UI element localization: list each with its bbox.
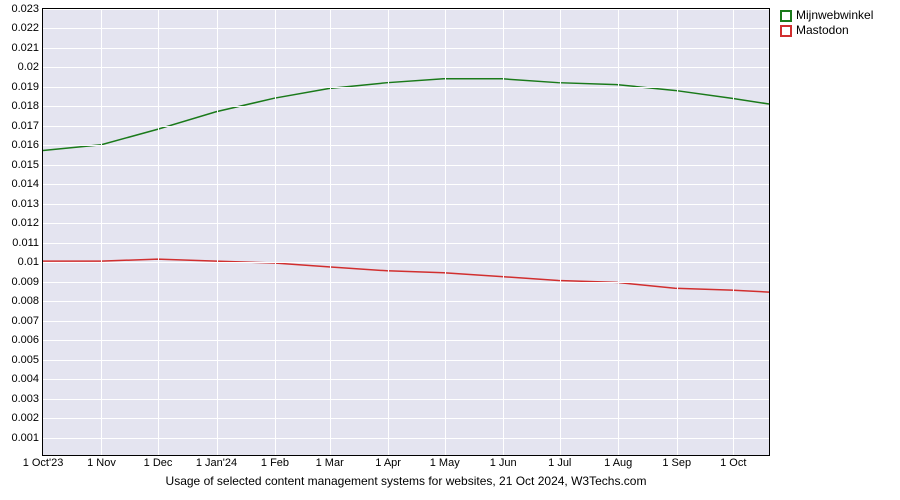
- series-line: [43, 259, 769, 292]
- x-tick-label: 1 Dec: [144, 455, 173, 469]
- gridline-horizontal: [43, 243, 769, 244]
- gridline-horizontal: [43, 379, 769, 380]
- legend-swatch-icon: [780, 10, 792, 22]
- x-tick-label: 1 Feb: [261, 455, 289, 469]
- x-tick-label: 1 Oct: [720, 455, 746, 469]
- y-tick-label: 0.017: [11, 120, 43, 132]
- gridline-horizontal: [43, 106, 769, 107]
- x-tick-label: 1 Mar: [316, 455, 344, 469]
- x-tick-label: 1 Jul: [548, 455, 571, 469]
- y-tick-label: 0.018: [11, 100, 43, 112]
- gridline-horizontal: [43, 340, 769, 341]
- gridline-vertical: [677, 9, 678, 455]
- legend-item: Mijnwebwinkel: [780, 8, 873, 23]
- gridline-horizontal: [43, 67, 769, 68]
- y-tick-label: 0.003: [11, 393, 43, 405]
- chart-caption: Usage of selected content management sys…: [42, 474, 770, 488]
- y-tick-label: 0.013: [11, 198, 43, 210]
- y-tick-label: 0.022: [11, 22, 43, 34]
- gridline-horizontal: [43, 360, 769, 361]
- y-tick-label: 0.021: [11, 42, 43, 54]
- series-line: [43, 79, 769, 151]
- gridline-horizontal: [43, 87, 769, 88]
- legend-swatch-icon: [780, 25, 792, 37]
- gridline-vertical: [101, 9, 102, 455]
- gridline-horizontal: [43, 28, 769, 29]
- gridline-vertical: [618, 9, 619, 455]
- gridline-horizontal: [43, 204, 769, 205]
- y-tick-label: 0.015: [11, 159, 43, 171]
- y-tick-label: 0.011: [12, 237, 43, 249]
- gridline-vertical: [560, 9, 561, 455]
- x-tick-label: 1 Nov: [87, 455, 116, 469]
- gridline-vertical: [445, 9, 446, 455]
- gridline-vertical: [275, 9, 276, 455]
- y-tick-label: 0.02: [18, 61, 43, 73]
- gridline-horizontal: [43, 301, 769, 302]
- gridline-horizontal: [43, 223, 769, 224]
- y-tick-label: 0.023: [11, 3, 43, 15]
- gridline-horizontal: [43, 145, 769, 146]
- gridline-horizontal: [43, 262, 769, 263]
- x-tick-label: 1 Apr: [375, 455, 401, 469]
- gridline-vertical: [158, 9, 159, 455]
- legend-item: Mastodon: [780, 23, 873, 38]
- y-tick-label: 0.01: [18, 256, 43, 268]
- legend-label: Mijnwebwinkel: [796, 8, 873, 23]
- gridline-horizontal: [43, 48, 769, 49]
- plot-area: 0.0010.0020.0030.0040.0050.0060.0070.008…: [42, 8, 770, 456]
- legend: MijnwebwinkelMastodon: [780, 8, 873, 38]
- y-tick-label: 0.005: [11, 354, 43, 366]
- gridline-vertical: [733, 9, 734, 455]
- gridline-vertical: [217, 9, 218, 455]
- y-tick-label: 0.002: [11, 412, 43, 424]
- x-tick-label: 1 Jun: [490, 455, 517, 469]
- gridline-vertical: [330, 9, 331, 455]
- y-tick-label: 0.006: [11, 334, 43, 346]
- y-tick-label: 0.004: [11, 373, 43, 385]
- gridline-horizontal: [43, 184, 769, 185]
- gridline-horizontal: [43, 321, 769, 322]
- gridline-horizontal: [43, 418, 769, 419]
- gridline-horizontal: [43, 282, 769, 283]
- y-tick-label: 0.016: [11, 139, 43, 151]
- gridline-horizontal: [43, 165, 769, 166]
- y-tick-label: 0.014: [11, 178, 43, 190]
- y-tick-label: 0.019: [11, 81, 43, 93]
- y-tick-label: 0.012: [11, 217, 43, 229]
- x-tick-label: 1 Sep: [662, 455, 691, 469]
- y-tick-label: 0.008: [11, 295, 43, 307]
- gridline-vertical: [388, 9, 389, 455]
- x-tick-label: 1 Jan'24: [196, 455, 237, 469]
- gridline-horizontal: [43, 9, 769, 10]
- x-tick-label: 1 Aug: [604, 455, 632, 469]
- x-tick-label: 1 Oct'23: [23, 455, 64, 469]
- gridline-horizontal: [43, 126, 769, 127]
- y-tick-label: 0.001: [11, 432, 43, 444]
- y-tick-label: 0.009: [11, 276, 43, 288]
- y-tick-label: 0.007: [11, 315, 43, 327]
- x-tick-label: 1 May: [430, 455, 460, 469]
- gridline-horizontal: [43, 399, 769, 400]
- series-layer: [43, 9, 769, 455]
- gridline-horizontal: [43, 438, 769, 439]
- legend-label: Mastodon: [796, 23, 849, 38]
- chart-container: 0.001 0.002 0.003 0.004 0.005 0.006 0.007 0.008…: [0, 0, 900, 500]
- gridline-vertical: [503, 9, 504, 455]
